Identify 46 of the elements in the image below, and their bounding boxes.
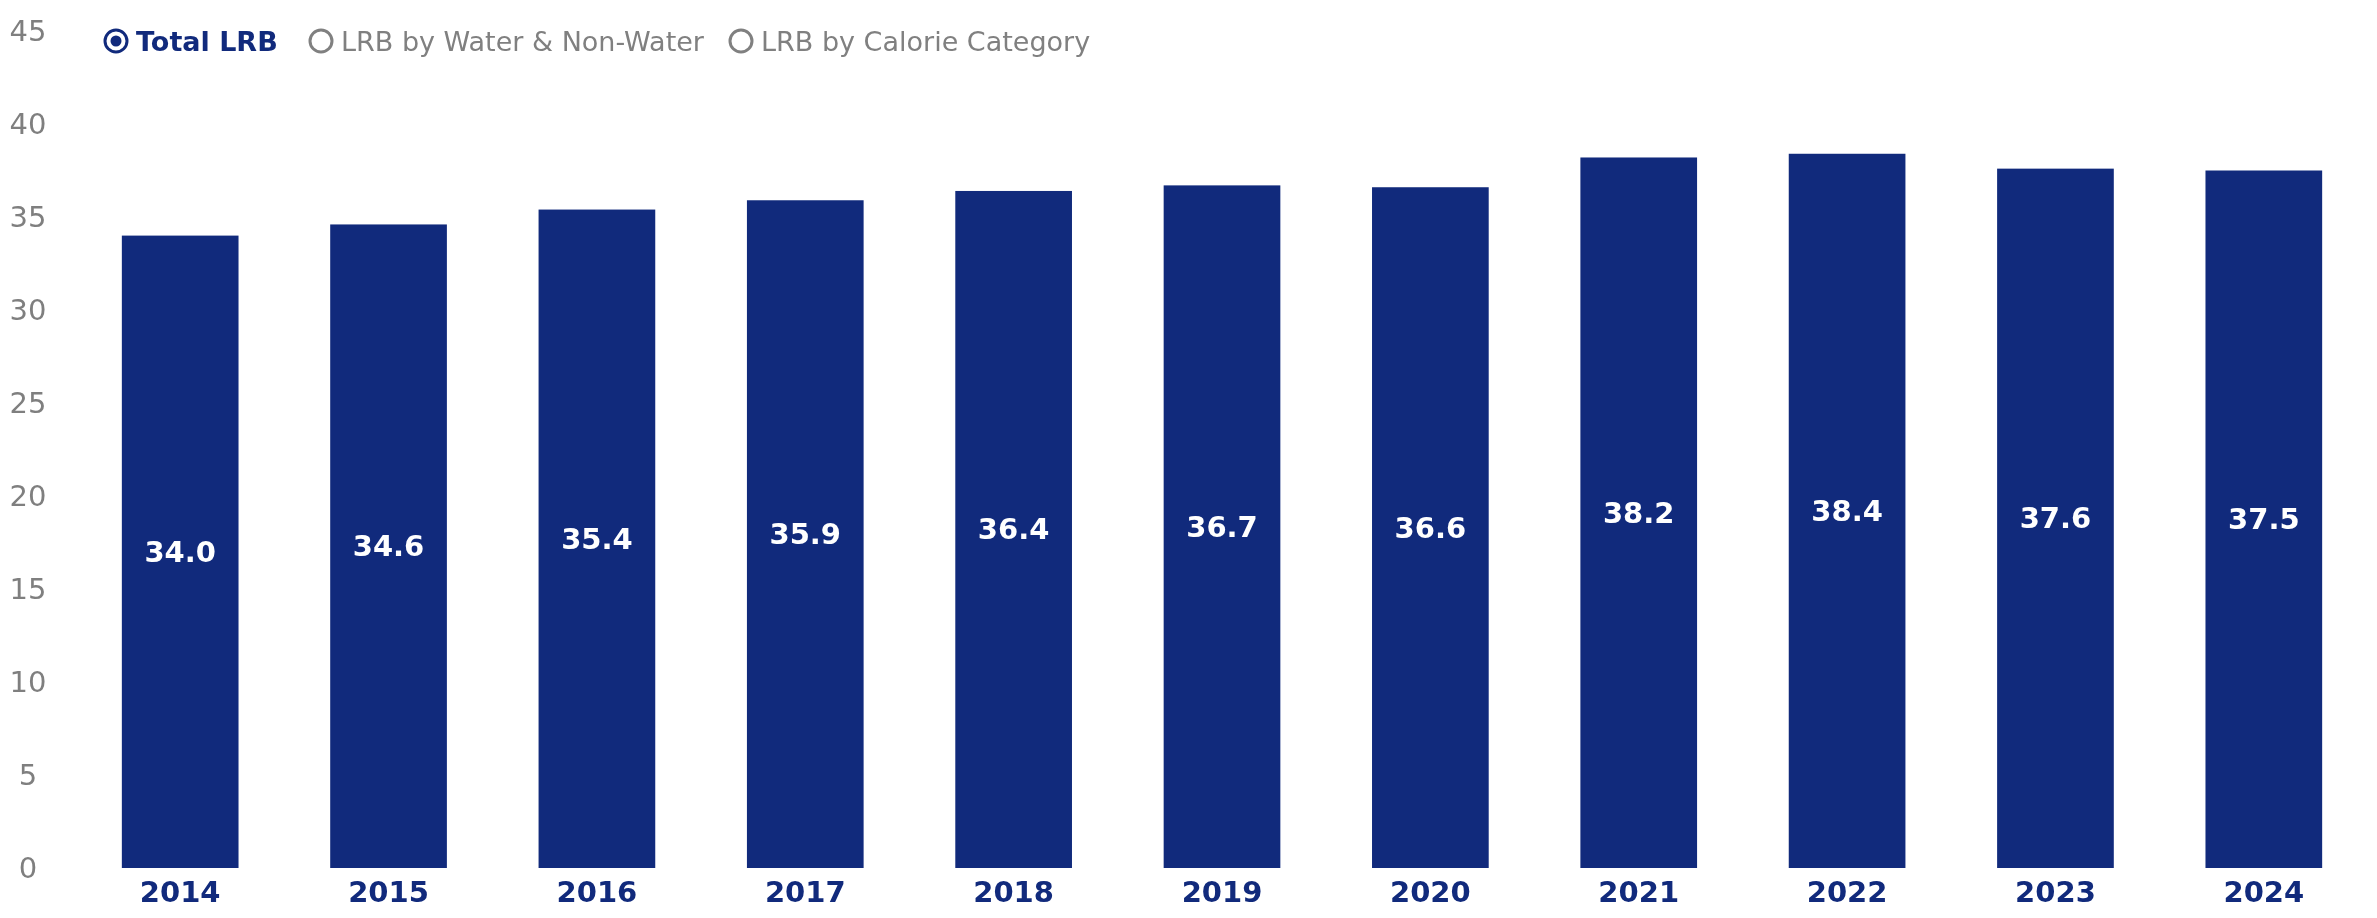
bar (746, 200, 864, 868)
bar (955, 190, 1072, 868)
x-tick-label: 2022 (1806, 875, 1888, 909)
data-label: 34.0 (144, 534, 216, 569)
y-tick-label: 0 (18, 851, 38, 885)
bar (538, 209, 656, 868)
data-label: 36.4 (977, 512, 1050, 547)
x-tick-label: 2016 (556, 875, 638, 909)
y-tick-label: 45 (9, 14, 47, 48)
x-tick-label: 2021 (1598, 875, 1680, 909)
bar (1372, 187, 1489, 868)
data-label: 34.6 (352, 529, 425, 564)
data-label: 37.5 (2228, 502, 2300, 537)
x-tick-label: 2023 (2015, 875, 2096, 909)
x-tick-label: 2019 (1181, 875, 1263, 909)
x-tick-label: 2014 (139, 875, 221, 909)
y-tick-label: 15 (9, 572, 47, 606)
data-label: 36.7 (1186, 509, 1258, 544)
y-tick-label: 35 (9, 200, 47, 234)
legend-label: Total LRB (136, 25, 278, 57)
bar (1580, 157, 1698, 868)
data-label: 36.6 (1394, 510, 1467, 545)
x-tick-label: 2018 (973, 875, 1054, 909)
data-label: 38.4 (1811, 493, 1883, 528)
data-label: 35.9 (769, 517, 842, 552)
bar (121, 235, 239, 868)
y-tick-label: 25 (9, 386, 47, 420)
data-label: 37.6 (2019, 501, 2092, 536)
data-label: 38.2 (1602, 495, 1675, 530)
bar (2205, 170, 2323, 868)
y-tick-label: 40 (9, 107, 47, 141)
x-tick-label: 2017 (764, 875, 846, 909)
annotation: LRB by Calorie Category (761, 25, 1091, 57)
x-tick-label: 2024 (2223, 875, 2305, 909)
y-tick-label: 30 (9, 293, 47, 327)
y-tick-label: 10 (9, 665, 47, 699)
bar (1788, 153, 1906, 868)
y-tick-label: 5 (18, 758, 38, 792)
x-tick-label: 2020 (1390, 875, 1471, 909)
bar (330, 224, 447, 868)
x-tick-label: 2015 (348, 875, 429, 909)
data-label: 35.4 (561, 521, 633, 556)
bar (1163, 185, 1281, 868)
y-tick-label: 20 (9, 479, 47, 513)
annotation: LRB by Water & Non-Water (341, 25, 705, 57)
bar (1997, 168, 2114, 868)
